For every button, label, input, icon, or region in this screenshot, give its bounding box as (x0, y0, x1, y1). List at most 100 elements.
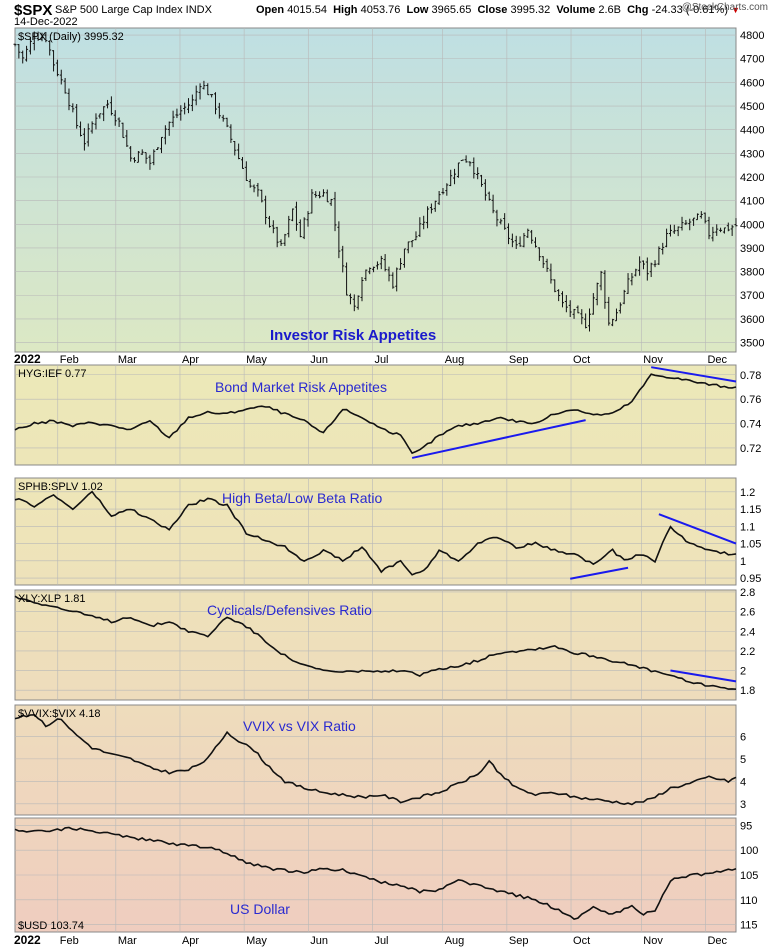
panel-annotation: Cyclicals/Defensives Ratio (207, 602, 372, 618)
ohlc-bar (483, 179, 487, 201)
ohlc-bar (136, 151, 140, 163)
ohlc-bar (634, 268, 638, 277)
ohlc-bar (703, 212, 707, 224)
x-month-label: Oct (573, 354, 590, 366)
y-tick-label: 4000 (740, 219, 764, 231)
series-line (14, 826, 737, 920)
ohlc-bar (94, 113, 98, 130)
ohlc-bar (526, 228, 530, 238)
high-value: 4053.76 (360, 4, 401, 16)
y-tick-label: 1.8 (740, 685, 755, 697)
ohlc-bar (699, 211, 703, 219)
ohlc-bar (429, 203, 433, 214)
ohlc-bar (414, 231, 418, 241)
ohlc-bar (453, 168, 457, 185)
ohlc-bar (530, 229, 534, 244)
x-month-label: Mar (118, 354, 137, 366)
panel-background (14, 27, 737, 353)
y-tick-label: 6 (740, 731, 746, 743)
ohlc-bar (40, 32, 44, 42)
panel-legend: $SPX (Daily) 3995.32 (18, 31, 124, 43)
y-tick-label: 3900 (740, 243, 764, 255)
y-tick-label: 4800 (740, 30, 764, 42)
ohlc-bar (283, 233, 287, 247)
ohlc-bar (13, 43, 17, 47)
ohlc-bar (225, 117, 229, 128)
y-tick-label: 0.95 (740, 573, 761, 585)
y-tick-label: 4200 (740, 172, 764, 184)
ohlc-bar (391, 272, 395, 289)
y-tick-label: 3800 (740, 267, 764, 279)
ohlc-bar (240, 157, 244, 169)
ohlc-bar (507, 223, 511, 245)
y-tick-label: 95 (740, 820, 752, 832)
ohlc-bar (59, 69, 63, 85)
y-tick-label: 2.8 (740, 587, 755, 599)
ohlc-bar (129, 146, 133, 162)
ohlc-bar (44, 31, 48, 43)
ohlc-bar (364, 269, 368, 281)
ohlc-bar (329, 198, 333, 206)
x-month-label: Jul (374, 354, 388, 366)
x-month-label: Sep (509, 354, 529, 366)
panel-legend: $USD 103.74 (18, 920, 84, 932)
ohlc-bar (418, 217, 422, 238)
x-month-label: Feb (60, 935, 79, 947)
ohlc-bar (614, 308, 618, 322)
ohlc-bar (302, 217, 306, 240)
ohlc-bar (21, 50, 25, 64)
ohlc-bar (244, 161, 248, 182)
ohlc-bar (206, 83, 210, 96)
ohlc-bar (426, 206, 430, 229)
ohlc-bar (603, 270, 607, 309)
ohlc-bar (52, 50, 56, 72)
chart-date: 14-Dec-2022 (14, 16, 78, 28)
ohlc-bar (672, 224, 676, 234)
ohlc-bar (595, 282, 599, 306)
panel-1: 0.72 0.74 0.76 0.78 HYG:IEF 0.77 Bond Market … (14, 364, 761, 466)
ohlc-bar (564, 295, 568, 313)
x-month-label: Aug (445, 935, 465, 947)
ohlc-bar (641, 260, 645, 270)
y-tick-label: 2.4 (740, 626, 755, 638)
trendline (670, 669, 737, 683)
y-tick-label: 2.6 (740, 607, 755, 619)
ohlc-bar (271, 220, 275, 234)
y-tick-label: 5 (740, 754, 746, 766)
y-tick-label: 1.1 (740, 521, 755, 533)
panel-4: 3 4 5 6 $VVIX:$VIX 4.18 VVIX vs VIX Ratio (14, 704, 746, 816)
y-tick-label: 3600 (740, 314, 764, 326)
ohlc-bar (229, 124, 233, 143)
open-label: Open (256, 4, 285, 16)
ohlc-bar (275, 226, 279, 248)
ohlc-bar (152, 149, 156, 166)
ticker-name: S&P 500 Large Cap Index INDX (55, 4, 212, 16)
y-tick-label: 4100 (740, 196, 764, 208)
ohlc-bar (125, 130, 129, 147)
y-tick-label: 110 (740, 895, 758, 907)
ohlc-bar (217, 102, 221, 119)
ohlc-bar (557, 289, 561, 302)
ohlc-bar (36, 31, 40, 41)
ohlc-bar (553, 279, 557, 293)
y-tick-label: 0.76 (740, 394, 761, 406)
ohlc-bar (264, 195, 268, 225)
ohlc-bar (730, 224, 734, 236)
panel-background (14, 589, 737, 701)
ohlc-bar (67, 88, 71, 111)
ohlc-bar (476, 167, 480, 180)
ohlc-bar (75, 104, 79, 129)
ohlc-bar (379, 255, 383, 270)
panel-0: 3500 3600 3700 3800 3900 4000 4100 4200 4300 4400… (13, 27, 764, 353)
ohlc-bar (375, 261, 379, 270)
ohlc-bar (711, 226, 715, 242)
ohlc-bar (360, 276, 364, 302)
ohlc-bar (587, 308, 591, 332)
panel-background (14, 704, 737, 816)
ohlc-bar (109, 96, 113, 116)
ohlc-bar (202, 80, 206, 90)
panel-annotation: Bond Market Risk Appetites (215, 379, 387, 395)
ohlc-bar (572, 308, 576, 319)
ohlc-bar (399, 258, 403, 270)
